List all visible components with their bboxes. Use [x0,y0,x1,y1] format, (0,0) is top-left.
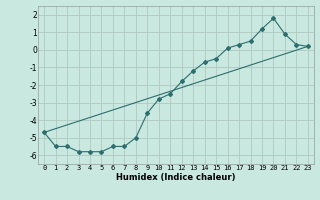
X-axis label: Humidex (Indice chaleur): Humidex (Indice chaleur) [116,173,236,182]
